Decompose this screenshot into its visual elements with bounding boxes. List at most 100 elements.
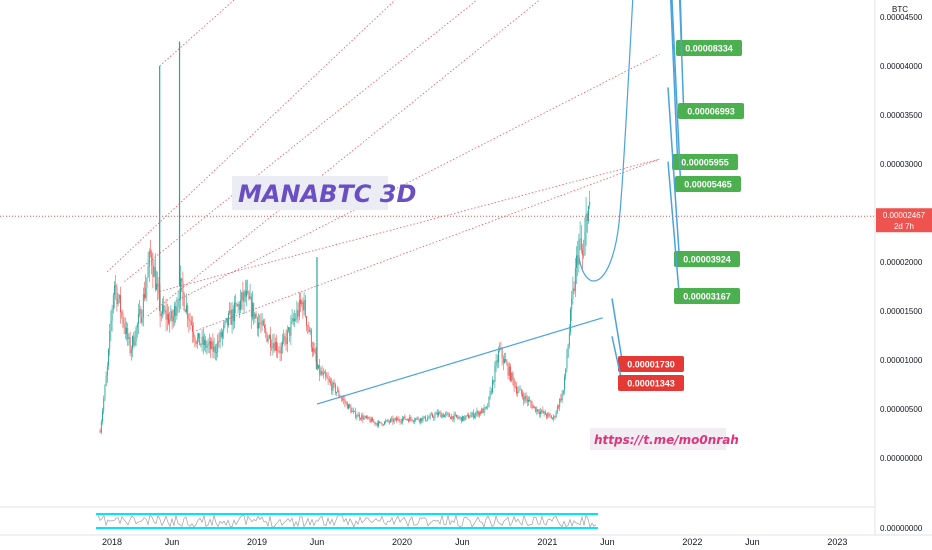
candle-body (253, 302, 255, 319)
last-price-tag: 0.00002467 2d 7h (876, 208, 932, 233)
candle-body (544, 411, 546, 415)
time-tick-label: Jun (455, 537, 470, 547)
candle-body (393, 419, 395, 423)
candle-body (105, 376, 107, 386)
candle-body (372, 418, 373, 422)
candle-body (482, 408, 484, 413)
candle-body (374, 421, 376, 424)
candle-body (154, 266, 156, 290)
candle-body (493, 380, 495, 382)
candle-body (283, 336, 285, 342)
candle-body (199, 333, 201, 346)
candle-body (514, 386, 516, 388)
candle-body (192, 325, 193, 332)
candle-body (196, 338, 198, 345)
candle-body (260, 324, 262, 325)
candle-body (582, 250, 583, 256)
candle-body (547, 413, 549, 417)
candle-body (416, 417, 418, 419)
candle-body (367, 416, 369, 418)
candle-body (399, 420, 401, 422)
candle-body (254, 313, 256, 319)
candle-body (345, 402, 347, 404)
candle-body (308, 326, 310, 332)
candle-body (397, 418, 399, 421)
candle-body (368, 416, 370, 420)
candle-body (343, 399, 345, 400)
oscillator-pane[interactable]: 0.00000000 (96, 513, 923, 533)
candle-body (266, 332, 268, 342)
candle-body (464, 416, 466, 421)
candle-body (450, 416, 451, 419)
candle-body (426, 420, 427, 422)
candle-body (435, 412, 437, 415)
candle-body (184, 310, 186, 313)
candle-body (384, 421, 385, 425)
target-label-bg (676, 40, 742, 56)
candle-body (390, 419, 391, 422)
candle-body (457, 416, 459, 418)
candle-body (297, 310, 299, 317)
candle-body (201, 336, 203, 345)
candle-body (175, 305, 177, 316)
candle-body (225, 317, 227, 322)
candle-body (387, 420, 389, 422)
candle-body (433, 416, 435, 418)
candle-body (352, 410, 354, 412)
candle-body (182, 281, 184, 294)
candle-body (286, 330, 288, 345)
candle-body (567, 345, 569, 357)
candle-body (219, 332, 221, 342)
link-box[interactable]: https://t.me/mo0nrah (590, 428, 739, 450)
time-tick-label: 2023 (827, 537, 847, 547)
trendlines (316, 0, 634, 405)
candle-body (334, 384, 336, 393)
candle-body (327, 378, 329, 380)
candle-body (349, 404, 351, 408)
link-background (590, 428, 726, 450)
telegram-link[interactable]: https://t.me/mo0nrah (594, 433, 739, 447)
candle-body (214, 346, 216, 354)
candle-body (264, 325, 265, 329)
time-axis[interactable]: 2018 Jun 2019 Jun 2020 Jun 2021 Jun 2022 Jun 2023 (102, 537, 847, 547)
candle-body (271, 347, 273, 348)
candle-body (400, 421, 402, 423)
target-label-bg (618, 375, 684, 391)
candle-body (259, 322, 261, 325)
candle-body (306, 316, 307, 326)
price-axis[interactable]: BTC 0.00004500 0.00004000 0.00003500 0.0000… (880, 5, 923, 463)
target-callout (670, 0, 679, 171)
time-tick-label: 2021 (537, 537, 557, 547)
price-tick-label: 0.00004000 (880, 62, 923, 71)
candle-body (472, 412, 474, 418)
price-pane[interactable]: 0.00008334 0.00006993 0.00005955 0.00005465… (0, 0, 932, 536)
candle-body (391, 418, 393, 420)
candle-body (378, 421, 379, 426)
candle-body (522, 393, 523, 397)
time-tick-label: 2018 (102, 537, 122, 547)
candle-body (247, 290, 249, 293)
candle-body (357, 414, 359, 417)
candle-body (494, 366, 496, 382)
candle-body (106, 365, 108, 377)
candle-body (248, 292, 250, 299)
candle-body (244, 290, 246, 297)
last-price-countdown: 2d 7h (894, 222, 914, 231)
candle-body (118, 295, 120, 299)
candle-body (405, 419, 407, 421)
candle-body (124, 327, 126, 334)
candle-body (462, 416, 463, 422)
candle-body (208, 341, 210, 345)
candle-body (180, 278, 181, 300)
candle-body (532, 406, 534, 408)
candle-body (519, 389, 521, 391)
candle-body (128, 337, 130, 340)
candle-body (152, 264, 154, 277)
candle-body (157, 283, 159, 287)
candle-body (256, 317, 258, 329)
candle-body (217, 341, 219, 353)
candle-body (258, 322, 259, 329)
candle-body (333, 382, 335, 385)
target-label: 0.00001343 (627, 379, 675, 389)
